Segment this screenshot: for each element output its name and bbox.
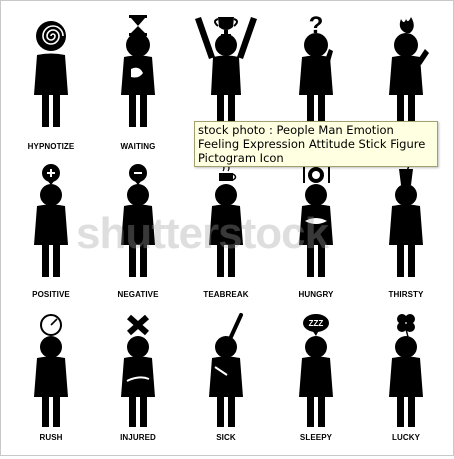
plus-bubble-icon (34, 164, 68, 277)
figure-label: SLEEPY (299, 433, 333, 442)
spiral-icon (34, 21, 68, 127)
figure-label: TEABREAK (203, 290, 249, 299)
figure-label: WAITING (120, 142, 156, 151)
figure-label: THIRSTY (388, 290, 424, 299)
figure-negative: NEGATIVE (93, 159, 183, 309)
speedometer-icon (34, 314, 68, 427)
figure-hypnotize: HYPNOTIZE (6, 9, 96, 159)
svg-text:ZZZ: ZZZ (309, 319, 324, 328)
figure-label: INJURED (120, 433, 156, 442)
figure-label: POSITIVE (32, 290, 70, 299)
figure-label: NEGATIVE (117, 290, 159, 299)
svg-text:?: ? (309, 12, 324, 39)
bandage-icon (121, 314, 155, 427)
figure-positive: POSITIVE (6, 159, 96, 309)
figure-angry (361, 9, 451, 159)
watermark: shutterstock (76, 209, 329, 258)
hourglass-icon (121, 15, 155, 127)
figure-injured: INJURED (93, 309, 183, 459)
clover-icon (389, 314, 423, 427)
figure-sleepy: ZZZ SLEEPY (271, 309, 361, 459)
fire-icon (389, 17, 429, 127)
figure-label: SICK (216, 433, 236, 442)
figure-sick: SICK (181, 309, 271, 459)
figure-label: HUNGRY (298, 290, 334, 299)
plate-icon (299, 167, 333, 277)
figure-hungry: HUNGRY (271, 159, 361, 309)
tooltip: stock photo : People Man Emotion Feeling… (194, 121, 438, 167)
figure-thirsty: THIRSTY (361, 159, 451, 309)
trophy-icon (195, 17, 257, 127)
figure-confused: ? (271, 9, 361, 159)
thermometer-icon (209, 313, 243, 427)
figure-label: LUCKY (391, 433, 421, 442)
figure-lucky: LUCKY (361, 309, 451, 459)
figure-rush: RUSH (6, 309, 96, 459)
figure-waiting: WAITING (93, 9, 183, 159)
figure-label: RUSH (39, 433, 63, 442)
figure-trophy (181, 9, 271, 159)
zzz-bubble-icon: ZZZ (299, 314, 333, 427)
figure-label: HYPNOTIZE (27, 142, 75, 151)
cup-icon (389, 162, 423, 277)
minus-bubble-icon (121, 164, 155, 277)
question-mark-icon: ? (299, 12, 333, 127)
